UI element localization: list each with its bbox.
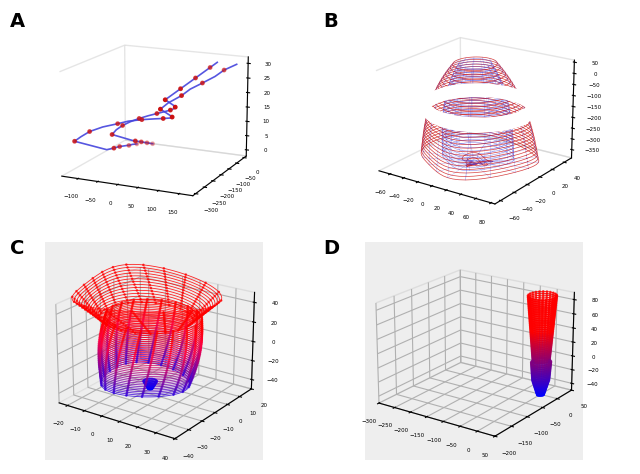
Text: A: A bbox=[10, 12, 25, 31]
Text: C: C bbox=[10, 239, 24, 258]
Text: D: D bbox=[323, 239, 339, 258]
Text: B: B bbox=[323, 12, 338, 31]
